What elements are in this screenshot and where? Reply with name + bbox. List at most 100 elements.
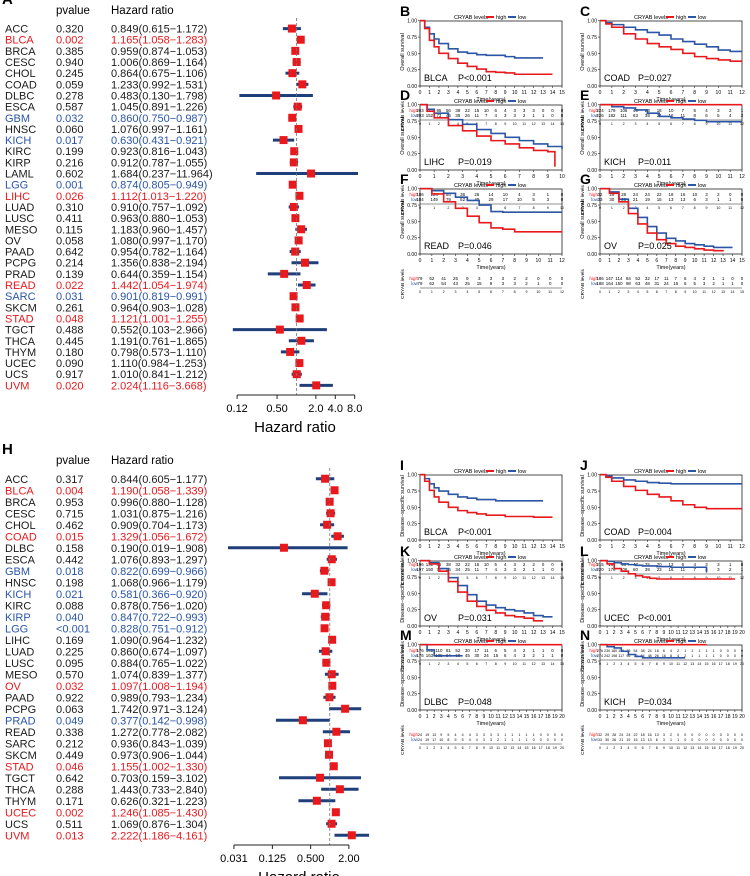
y-axis-title: Overall survival — [580, 33, 586, 71]
y-axis-title: Disease−specific survival — [580, 561, 586, 623]
risk-number-high: 1 — [504, 733, 506, 737]
x-tick-label: 3 — [634, 90, 637, 96]
risk-x-tick-label: 14 — [697, 662, 701, 666]
pvalue-label: 0.048 — [56, 313, 84, 325]
risk-number-high: 0 — [727, 649, 729, 653]
risk-number-high: 1 — [684, 649, 686, 653]
risk-number-high: 32 — [645, 276, 650, 281]
cancer-note: DLBC — [424, 697, 449, 707]
x-tick-label: 4 — [627, 714, 630, 720]
risk-row-label-low: low — [591, 197, 599, 202]
y-tick-label: 0.75 — [587, 35, 597, 41]
risk-number-high: 180 — [611, 649, 617, 653]
risk-number-low: 34 — [455, 567, 460, 572]
y-tick-label: 0.25 — [407, 68, 417, 74]
risk-x-tick-label: 5 — [478, 290, 480, 294]
y-tick-label: 0.25 — [407, 152, 417, 158]
risk-number-low: 0 — [561, 281, 564, 286]
risk-number-high: 22 — [634, 733, 638, 737]
risk-x-tick-label: 14 — [551, 662, 555, 666]
risk-x-tick-label: 9 — [706, 206, 708, 210]
risk-x-tick-label: 1 — [606, 662, 608, 666]
risk-x-tick-label: 5 — [658, 122, 660, 126]
risk-number-low: 2 — [523, 113, 526, 118]
pvalue-label: 0.090 — [56, 358, 84, 370]
risk-x-tick-label: 4 — [646, 122, 648, 126]
panel-label: I — [400, 457, 404, 473]
x-tick-label: 15 — [704, 630, 710, 636]
risk-number-high: 38 — [446, 562, 451, 567]
risk-x-tick-label: 12 — [560, 290, 564, 294]
hr-marker — [288, 69, 297, 78]
hr-marker — [287, 24, 296, 33]
risk-number-high: 1 — [526, 733, 528, 737]
pvalue-label: 0.158 — [56, 543, 84, 555]
legend-title: CRYAB levels — [634, 15, 668, 21]
risk-number-low: 3 — [483, 738, 485, 742]
cancer-label: UCEC — [5, 807, 36, 819]
cancer-note: COAD — [604, 527, 631, 537]
x-tick-label: 6 — [475, 90, 478, 96]
hazard-ratio-label: 1.090(0.964−1.232) — [111, 635, 207, 647]
x-tick-label: 16 — [711, 714, 717, 720]
hr-marker — [328, 635, 337, 644]
p-value-label: P=0.048 — [458, 697, 492, 707]
x-tick-label: 9 — [663, 714, 666, 720]
risk-number-low: 19 — [626, 738, 630, 742]
risk-number-low: 4 — [513, 653, 516, 658]
risk-table-title: CRYAB levels — [580, 269, 586, 299]
hazard-ratio-label: 0.878(0.756−1.020) — [111, 600, 207, 612]
risk-x-tick-label: 2 — [613, 662, 615, 666]
risk-number-high: 16 — [648, 733, 652, 737]
legend-high: high — [676, 469, 686, 475]
risk-number-high: 0 — [677, 733, 679, 737]
risk-number-high: 0 — [551, 562, 554, 567]
risk-number-low: 182 — [608, 113, 616, 118]
y-tick-label: 0.00 — [587, 624, 597, 630]
risk-x-tick-label: 14 — [551, 576, 555, 580]
risk-number-high: 29 — [605, 733, 609, 737]
risk-number-low: 0 — [561, 738, 563, 742]
x-tick-label: 5 — [658, 174, 661, 180]
risk-number-low: 3 — [513, 113, 516, 118]
x-tick-label: 4 — [456, 630, 459, 636]
x-tick-label: 11 — [675, 630, 680, 636]
risk-number-high: 2 — [523, 648, 526, 653]
x-tick-label: 1 — [610, 90, 613, 96]
x-tick-label: 11 — [548, 258, 553, 264]
risk-number-low: 1 — [537, 281, 540, 286]
pvalue-label: 0.922 — [56, 692, 84, 704]
risk-number-low: 176 — [608, 567, 616, 572]
risk-row-label-high: high — [409, 648, 418, 653]
hr-marker — [322, 658, 331, 667]
x-tick-label: 6 — [461, 714, 464, 720]
km-panel: F CRYAB levels high low0.000.250.500.751.00… — [400, 171, 565, 299]
hazard-ratio-label: 0.989(0.793−1.234) — [111, 692, 207, 704]
risk-number-high: 3 — [497, 733, 499, 737]
x-tick-label: 2 — [618, 258, 621, 264]
risk-x-tick-label: 7 — [649, 746, 651, 750]
risk-x-tick-label: 7 — [682, 576, 684, 580]
risk-number-low: 2 — [497, 738, 499, 742]
risk-number-low: 4 — [469, 738, 471, 742]
hr-marker — [280, 269, 289, 278]
risk-number-high: 25 — [645, 562, 650, 567]
hr-marker — [292, 58, 301, 67]
risk-number-high: 22 — [657, 192, 662, 197]
risk-number-low: 26 — [655, 654, 659, 658]
risk-number-high: 15 — [474, 562, 479, 567]
x-tick-label: 6 — [490, 258, 493, 264]
risk-x-tick-label: 4 — [476, 206, 478, 210]
risk-number-high: 0 — [561, 733, 563, 737]
cancer-label: THCA — [5, 784, 36, 796]
x-tick-label: 5 — [490, 174, 493, 180]
risk-number-low: 1 — [526, 738, 528, 742]
x-tick-label: 9 — [504, 90, 507, 96]
legend-high: high — [496, 183, 506, 189]
hazard-ratio-label: 1.442(1.054−1.974) — [111, 280, 207, 292]
x-tick-label: 8 — [494, 90, 497, 96]
hazard-ratio-label: 1.080(0.997−1.170) — [111, 235, 207, 247]
risk-number-low: 3 — [523, 653, 526, 658]
hazard-ratio-label: 0.912(0.787−1.055) — [111, 157, 207, 169]
x-tick-label: 8 — [693, 544, 696, 550]
